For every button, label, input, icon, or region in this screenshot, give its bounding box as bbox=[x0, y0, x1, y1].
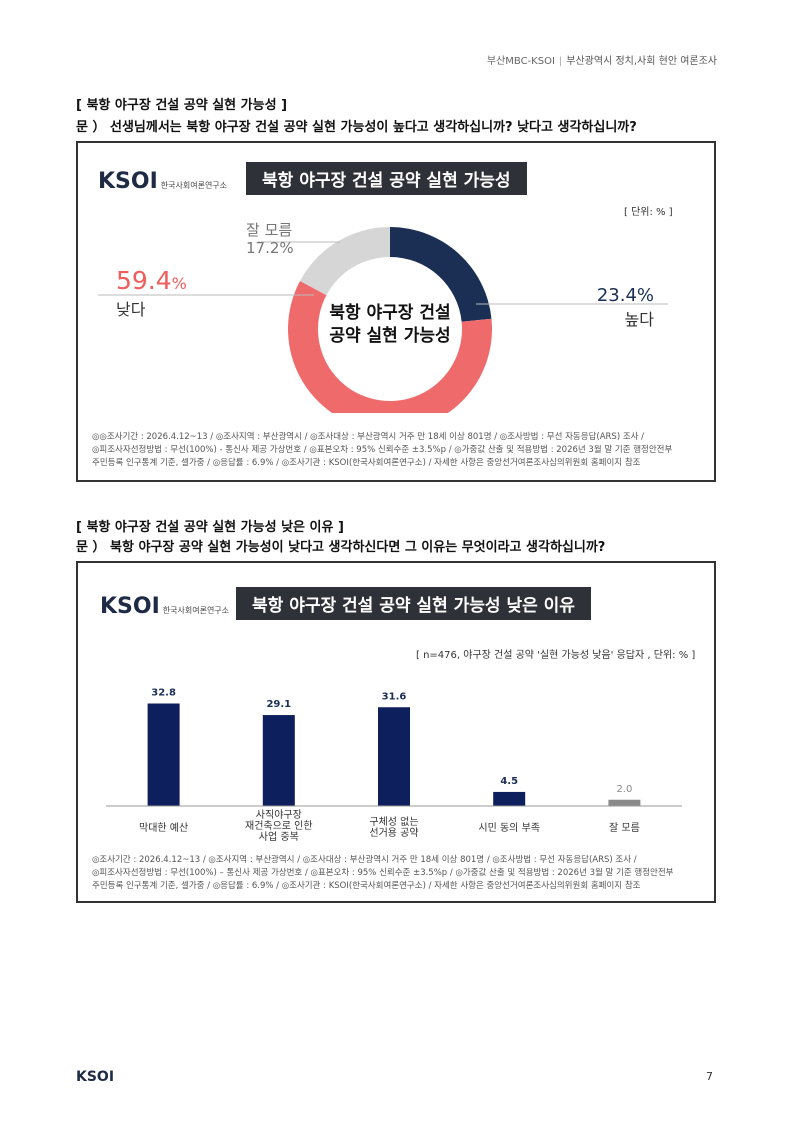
value-unknown: 17.2% bbox=[246, 239, 294, 257]
header-separator: | bbox=[558, 56, 563, 67]
donut-chart: 잘 모름 17.2% 59.4% 낮다 23.4% 높다 북항 야구장 건설 공… bbox=[98, 221, 668, 413]
donut-slices bbox=[288, 227, 492, 413]
bar-3 bbox=[493, 791, 526, 806]
x-tick-label-1-2: 사업 중복 bbox=[259, 830, 299, 843]
logo-org: 한국사회여론연구소 bbox=[160, 181, 228, 190]
footnote-line: ◎조사기간 : 2026.4.12~13 / ◎조사지역 : 부산광역시 / ◎… bbox=[92, 855, 637, 865]
chart2-footnote: ◎조사기간 : 2026.4.12~13 / ◎조사지역 : 부산광역시 / ◎… bbox=[92, 854, 700, 893]
label-high: 높다 bbox=[625, 310, 655, 329]
chart2-title: 북항 야구장 건설 공약 실현 가능성 낮은 이유 bbox=[236, 587, 591, 620]
x-tick-label-0-0: 막대한 예산 bbox=[139, 822, 188, 834]
logo-brand: KSOI bbox=[100, 594, 160, 619]
value-high: 23.4% bbox=[597, 285, 654, 306]
value-low: 59.4% bbox=[116, 266, 187, 295]
section1-question: 문 ） 선생님께서는 북항 야구장 건설 공약 실현 가능성이 높다고 생각하십… bbox=[76, 120, 637, 135]
footnote-line: ◎피조사자선정방법 : 무선(100%) - 통신사 제공 가상번호 / ◎표본… bbox=[92, 445, 673, 455]
bar-4 bbox=[608, 799, 641, 806]
bar-1 bbox=[262, 715, 295, 806]
donut-slice-1 bbox=[288, 280, 492, 413]
x-tick-label-1-0: 사직야구장 bbox=[256, 809, 302, 821]
ksoi-logo: KSOI 한국사회여론연구소 bbox=[100, 594, 229, 619]
footnote-line: ◎피조사자선정방법 : 무선(100%) – 통신사 제공 가상번호 / ◎표본… bbox=[92, 868, 674, 878]
donut-center-line1: 북항 야구장 건설 bbox=[329, 302, 450, 323]
logo-brand: KSOI bbox=[98, 169, 158, 194]
chart1-unit: [ 단위: % ] bbox=[624, 207, 673, 218]
section2-title: [ 북항 야구장 건설 공약 실현 가능성 낮은 이유 ] bbox=[76, 520, 344, 535]
x-tick-label-4-0: 잘 모름 bbox=[609, 822, 640, 834]
x-tick-label-2-1: 선거용 공약 bbox=[369, 827, 418, 839]
bar-0 bbox=[147, 703, 180, 806]
x-tick-label-2-0: 구체성 없는 bbox=[369, 815, 418, 828]
donut-slice-2 bbox=[300, 227, 390, 296]
chart1-panel: KSOI 한국사회여론연구소 북항 야구장 건설 공약 실현 가능성 [ 단위:… bbox=[76, 141, 716, 482]
footer-logo: KSOI bbox=[76, 1069, 115, 1085]
bar-value-label-0: 32.8 bbox=[151, 688, 176, 699]
bar-value-label-3: 4.5 bbox=[500, 776, 518, 787]
donut-slice-0 bbox=[390, 227, 492, 322]
donut-center-line2: 공약 실현 가능성 bbox=[329, 325, 450, 346]
bar-value-label-1: 29.1 bbox=[266, 699, 291, 710]
chart1-title: 북항 야구장 건설 공약 실현 가능성 bbox=[246, 162, 527, 195]
chart2-unit: [ n=476, 야구장 건설 공약 '실현 가능성 낮음' 응답자 , 단위:… bbox=[416, 650, 696, 661]
bar-value-label-2: 31.6 bbox=[382, 691, 407, 702]
chart2-panel: KSOI 한국사회여론연구소 북항 야구장 건설 공약 실현 가능성 낮은 이유… bbox=[76, 561, 716, 903]
footnote-line: 주민등록 인구통계 기준, 셀가중 / ◎응답률 : 6.9% / ◎조사기관 … bbox=[92, 458, 641, 468]
label-low: 낮다 bbox=[116, 300, 146, 319]
section2-question: 문 ） 북항 야구장 공약 실현 가능성이 낮다고 생각하신다면 그 이유는 무… bbox=[76, 540, 606, 555]
label-unknown: 잘 모름 bbox=[246, 221, 292, 239]
footnote-line: 주민등록 인구통계 기준, 셀가중 / ◎응답률 : 6.9% / ◎조사기관 … bbox=[92, 881, 641, 891]
page-number: 7 bbox=[706, 1070, 713, 1083]
bar-2 bbox=[378, 707, 410, 806]
x-tick-label-3-0: 시민 동의 부족 bbox=[478, 822, 540, 834]
section1-title: [ 북항 야구장 건설 공약 실현 가능성 ] bbox=[76, 98, 288, 113]
header-title: 부산광역시 정치,사회 현안 여론조사 bbox=[566, 56, 717, 67]
ksoi-logo: KSOI 한국사회여론연구소 bbox=[98, 169, 227, 194]
page-header: 부산MBC-KSOI | 부산광역시 정치,사회 현안 여론조사 bbox=[487, 52, 717, 67]
bar-value-label-4: 2.0 bbox=[616, 784, 632, 795]
header-source: 부산MBC-KSOI bbox=[486, 56, 555, 67]
footnote-line: ◎◎조사기간 : 2026.4.12~13 / ◎조사지역 : 부산광역시 / … bbox=[92, 432, 645, 442]
logo-org: 한국사회여론연구소 bbox=[162, 606, 230, 615]
x-tick-label-1-1: 재건축으로 인한 bbox=[245, 820, 313, 832]
chart1-footnote: ◎◎조사기간 : 2026.4.12~13 / ◎조사지역 : 부산광역시 / … bbox=[92, 431, 700, 470]
